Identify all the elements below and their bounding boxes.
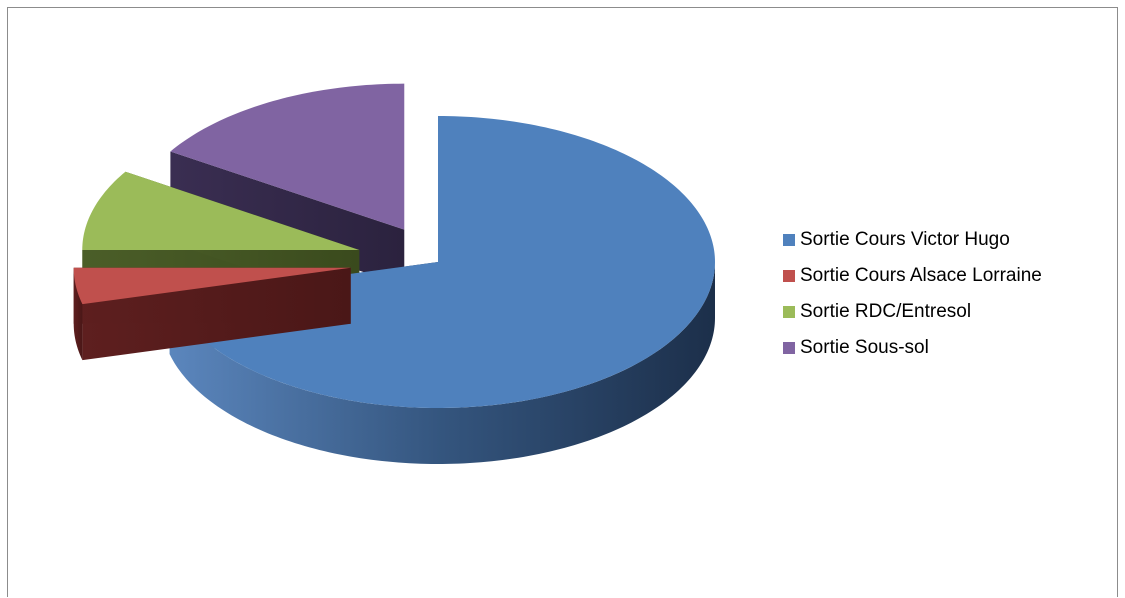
- legend-label: Sortie RDC/Entresol: [800, 301, 972, 322]
- pie-slice: [170, 83, 405, 230]
- pie-chart: [73, 83, 715, 464]
- legend-swatch: [783, 270, 795, 282]
- legend-label: Sortie Cours Victor Hugo: [800, 229, 1010, 250]
- chart-area: Sortie Cours Victor Hugo Sortie Cours Al…: [7, 7, 1118, 597]
- pie-slice: [82, 171, 360, 250]
- legend-item: Sortie RDC/Entresol: [783, 298, 1042, 326]
- legend-swatch: [783, 342, 795, 354]
- pie-slice: [169, 116, 715, 408]
- pie-slice-side: [169, 262, 715, 464]
- legend-item: Sortie Cours Victor Hugo: [783, 226, 1042, 254]
- legend-item: Sortie Cours Alsace Lorraine: [783, 262, 1042, 290]
- legend: Sortie Cours Victor Hugo Sortie Cours Al…: [783, 226, 1042, 370]
- legend-label: Sortie Sous-sol: [800, 337, 929, 358]
- pie-slice: [73, 267, 351, 305]
- legend-swatch: [783, 306, 795, 318]
- pie-slice-side: [73, 267, 83, 361]
- legend-swatch: [783, 234, 795, 246]
- legend-item: Sortie Sous-sol: [783, 334, 1042, 362]
- legend-label: Sortie Cours Alsace Lorraine: [800, 265, 1042, 286]
